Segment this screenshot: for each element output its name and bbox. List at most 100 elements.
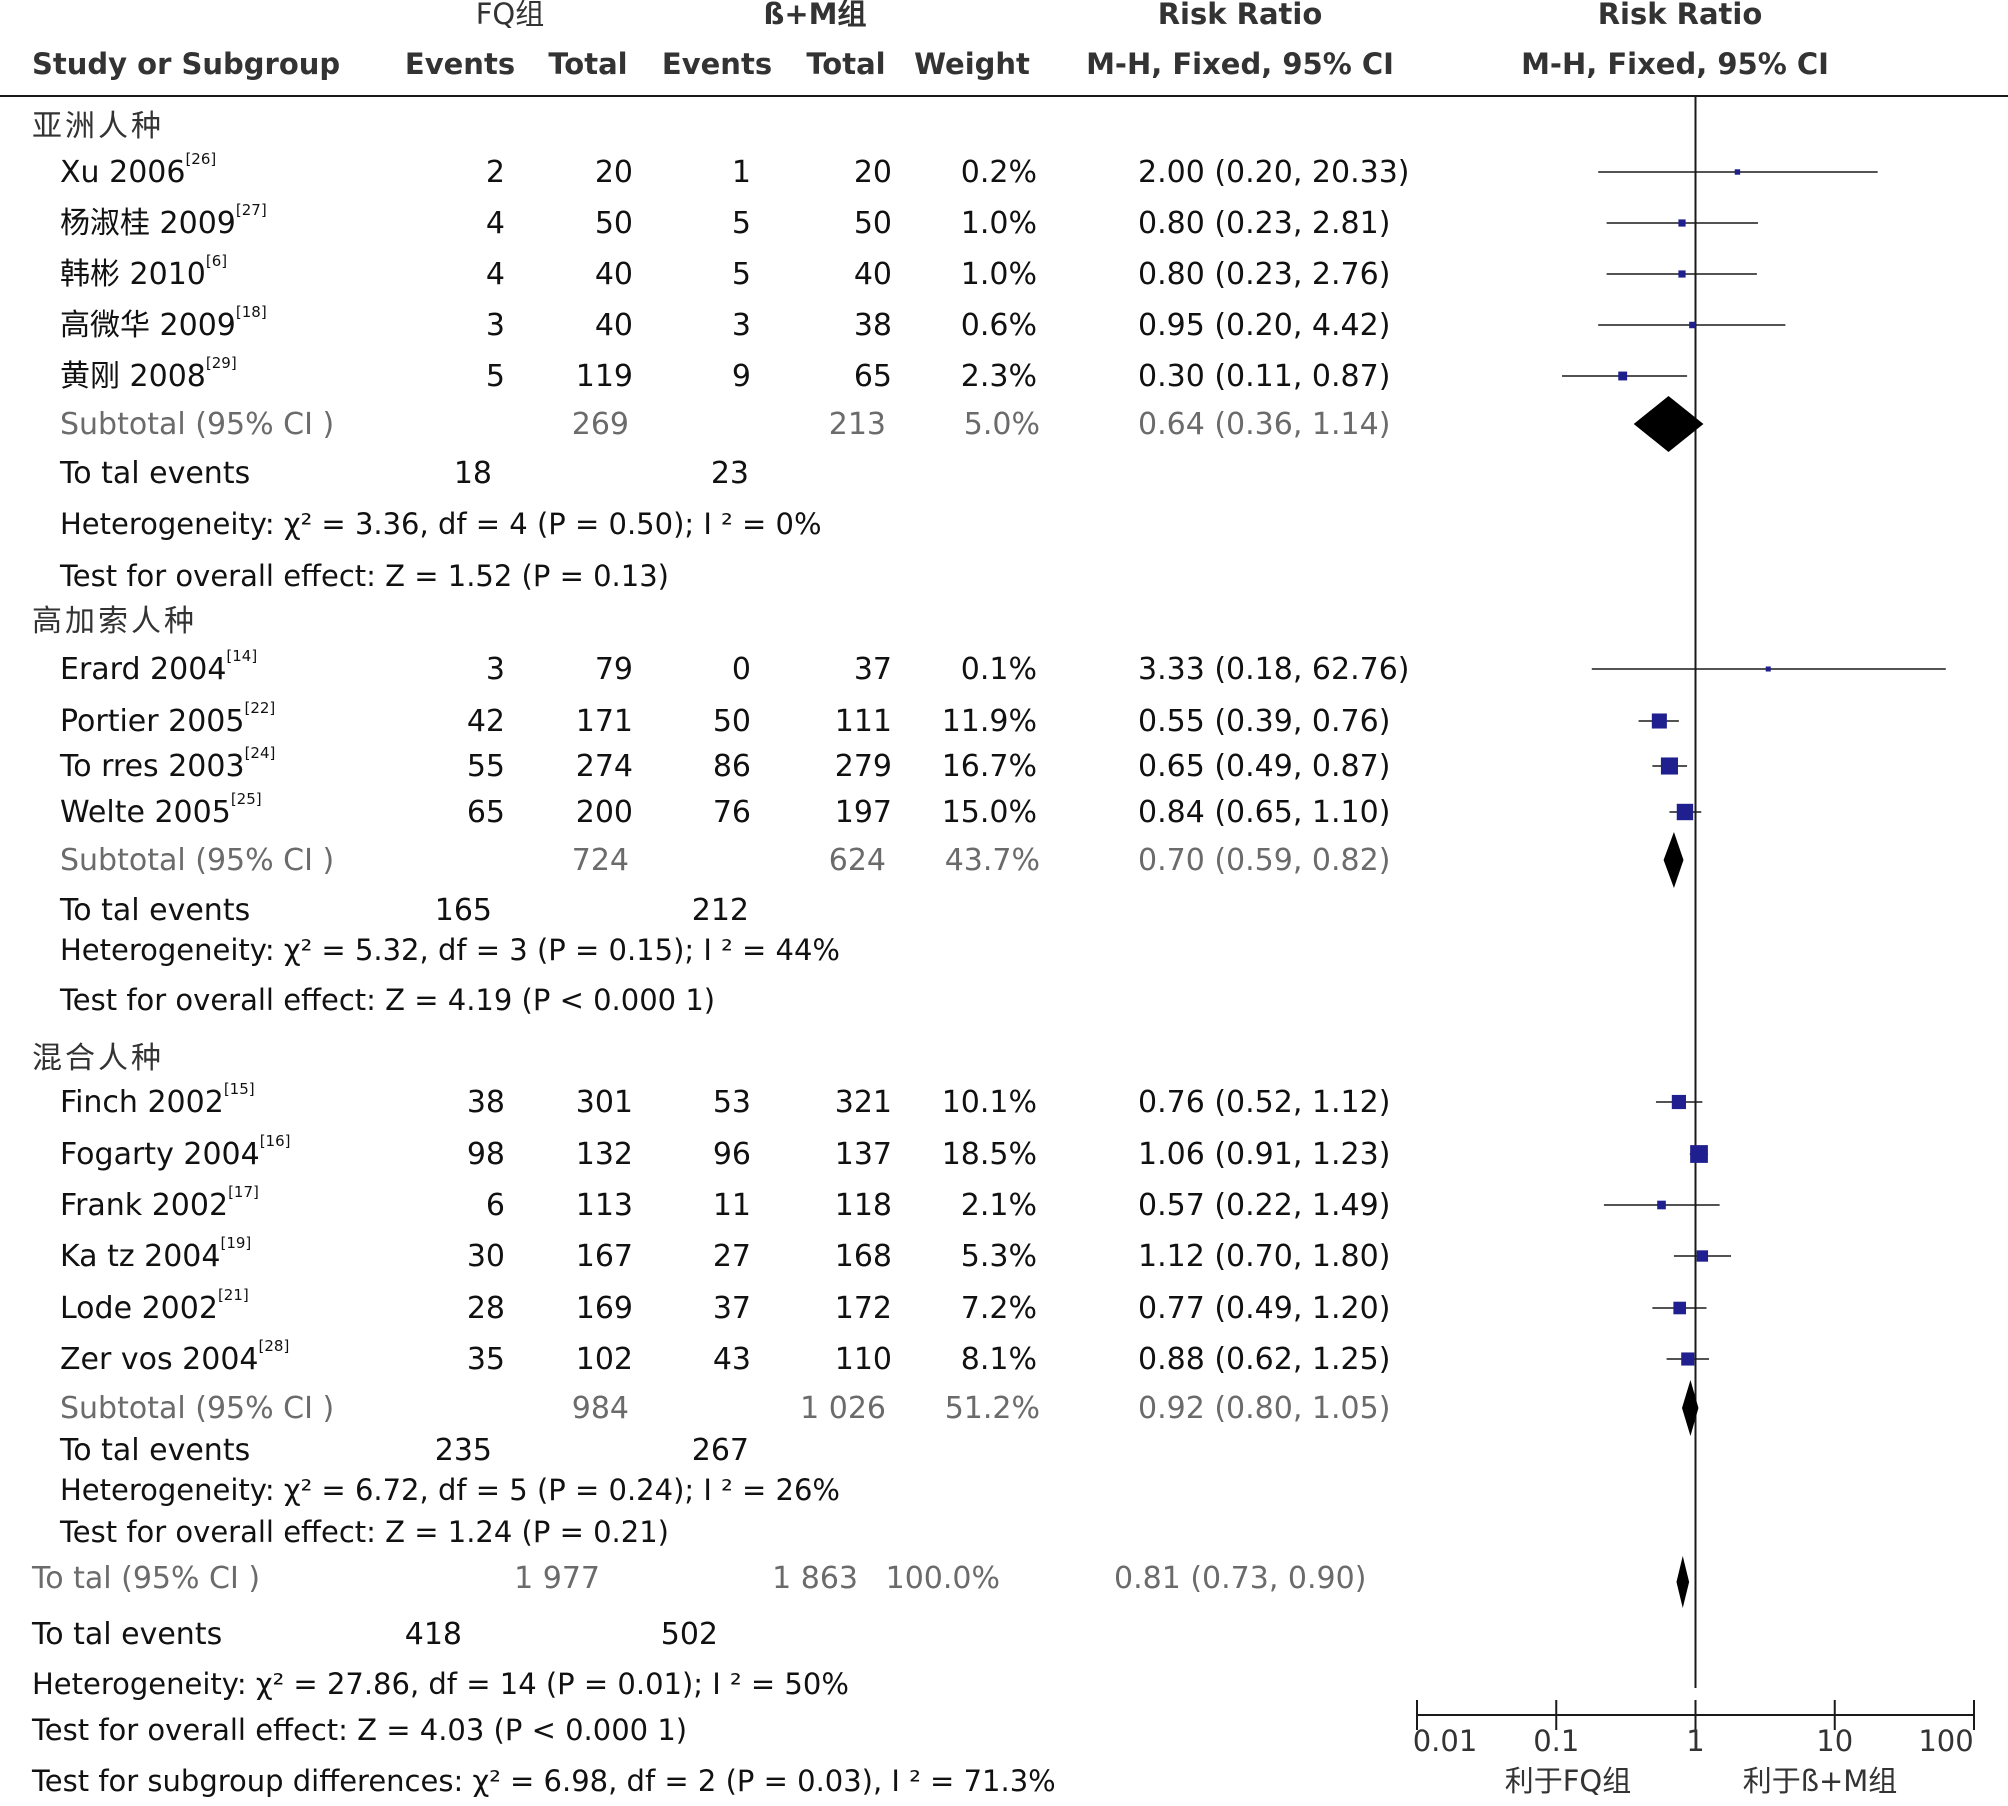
study-column-header: Study or Subgroup: [32, 47, 341, 81]
group1-events: 5: [485, 359, 505, 394]
study-risk-ratio-ci: 0.65 (0.49, 0.87): [1138, 749, 1391, 784]
study-point-estimate: [1678, 219, 1686, 227]
group1-events: 3: [485, 652, 505, 687]
overall-diamond: [1676, 1556, 1690, 1608]
group2-events: 43: [712, 1342, 751, 1377]
group2-events: 96: [712, 1137, 751, 1172]
study-point-estimate: [1678, 270, 1686, 278]
group2-events: 5: [731, 206, 751, 241]
group2-events: 1: [731, 155, 751, 190]
group1-events: 30: [466, 1239, 505, 1274]
group1-total: 113: [575, 1188, 633, 1223]
group1-total: 167: [575, 1239, 633, 1274]
study-risk-ratio-ci: 0.77 (0.49, 1.20): [1138, 1291, 1391, 1326]
group2-total: 50: [853, 206, 892, 241]
study-reference: [16]: [259, 1132, 291, 1150]
study-reference: [28]: [258, 1337, 290, 1355]
subgroup-heading: 高加索人种: [32, 604, 197, 639]
study-reference: [21]: [217, 1286, 249, 1304]
group2-total: 197: [834, 795, 892, 830]
group2-header: ß+M组: [763, 0, 867, 31]
subtotal-label: Subtotal (95% CI ): [60, 1391, 335, 1426]
subtotal-weight: 43.7%: [944, 843, 1040, 878]
group2-total: 168: [834, 1239, 892, 1274]
study-name: 黄刚 2008[29]: [60, 354, 237, 394]
total2-header: Total: [806, 47, 886, 81]
study-point-estimate: [1657, 1200, 1666, 1210]
total-events-group2: 23: [710, 456, 749, 491]
group1-total: 274: [575, 749, 633, 784]
study-reference: [29]: [205, 354, 237, 372]
group1-total: 79: [594, 652, 633, 687]
study-name: Welte 2005[25]: [60, 790, 262, 830]
group2-events: 76: [712, 795, 751, 830]
weight-header: Weight: [914, 47, 1030, 81]
study-risk-ratio-ci: 0.84 (0.65, 1.10): [1138, 795, 1391, 830]
study-reference: [25]: [230, 790, 262, 808]
study-weight: 2.3%: [960, 359, 1037, 394]
study-name: Finch 2002[15]: [60, 1080, 255, 1120]
study-point-estimate: [1689, 321, 1696, 329]
group1-events: 42: [466, 704, 505, 739]
heterogeneity-statistic: Heterogeneity: χ² = 3.36, df = 4 (P = 0.…: [60, 507, 822, 541]
study-reference: [26]: [185, 150, 217, 168]
group1-events: 4: [485, 206, 505, 241]
study-risk-ratio-ci: 0.30 (0.11, 0.87): [1138, 359, 1391, 394]
subtotal-label: Subtotal (95% CI ): [60, 843, 335, 878]
study-point-estimate: [1765, 666, 1771, 672]
total-events-group1: 18: [453, 456, 492, 491]
favours-left-label: 利于FQ组: [1504, 1764, 1632, 1798]
study-weight: 1.0%: [960, 206, 1037, 241]
study-risk-ratio-ci: 0.57 (0.22, 1.49): [1138, 1188, 1391, 1223]
group1-events: 4: [485, 257, 505, 292]
study-name: 高微华 2009[18]: [60, 303, 267, 343]
study-reference: [15]: [223, 1080, 255, 1098]
total-events-group2: 267: [691, 1433, 749, 1468]
subtotal-group2-total: 213: [828, 407, 886, 442]
study-weight: 18.5%: [941, 1137, 1037, 1172]
study-point-estimate: [1690, 1145, 1708, 1163]
study-name: Frank 2002[17]: [60, 1183, 259, 1223]
subtotal-weight: 51.2%: [944, 1391, 1040, 1426]
group1-total: 171: [575, 704, 633, 739]
group1-events: 2: [485, 155, 505, 190]
overall-effect-test: Test for overall effect: Z = 1.24 (P = 0…: [60, 1515, 669, 1549]
events1-header: Events: [404, 47, 516, 81]
subtotal-group2-total: 624: [828, 843, 886, 878]
study-point-estimate: [1673, 1301, 1686, 1315]
subtotal-group2-total: 1 026: [800, 1391, 886, 1426]
group1-header: FQ组: [475, 0, 545, 31]
total-events-group1: 165: [434, 893, 492, 928]
overall-effect-test: Test for overall effect: Z = 4.19 (P < 0…: [60, 983, 716, 1017]
total-events-group1: 235: [434, 1433, 492, 1468]
group1-events: 6: [485, 1188, 505, 1223]
group2-events: 0: [731, 652, 751, 687]
study-weight: 0.6%: [960, 308, 1037, 343]
study-reference: [24]: [244, 744, 276, 762]
group1-events: 38: [466, 1085, 505, 1120]
group1-total: 20: [594, 155, 633, 190]
study-name: Lode 2002[21]: [60, 1286, 249, 1326]
group2-total: 20: [853, 155, 892, 190]
group2-events: 5: [731, 257, 751, 292]
group2-total: 40: [853, 257, 892, 292]
method-header-table: M-H, Fixed, 95% CI: [1086, 47, 1394, 81]
overall-total-events-label: To tal events: [32, 1617, 223, 1652]
risk-ratio-header-table: Risk Ratio: [1157, 0, 1323, 31]
study-weight: 5.3%: [960, 1239, 1037, 1274]
study-name: Portier 2005[22]: [60, 699, 276, 739]
study-reference: [6]: [205, 252, 228, 270]
study-reference: [19]: [220, 1234, 252, 1252]
group1-events: 28: [466, 1291, 505, 1326]
group2-total: 137: [834, 1137, 892, 1172]
subtotal-diamond: [1663, 832, 1684, 888]
subtotal-risk-ratio-ci: 0.64 (0.36, 1.14): [1138, 407, 1391, 442]
study-reference: [27]: [235, 201, 267, 219]
group2-total: 118: [834, 1188, 892, 1223]
overall-total-events-group1: 418: [404, 1617, 462, 1652]
x-axis-tick-label: 100: [1918, 1724, 1974, 1758]
overall-risk-ratio-ci: 0.81 (0.73, 0.90): [1114, 1561, 1367, 1596]
subtotal-group1-total: 269: [571, 407, 629, 442]
total1-header: Total: [548, 47, 628, 81]
group2-total: 38: [853, 308, 892, 343]
